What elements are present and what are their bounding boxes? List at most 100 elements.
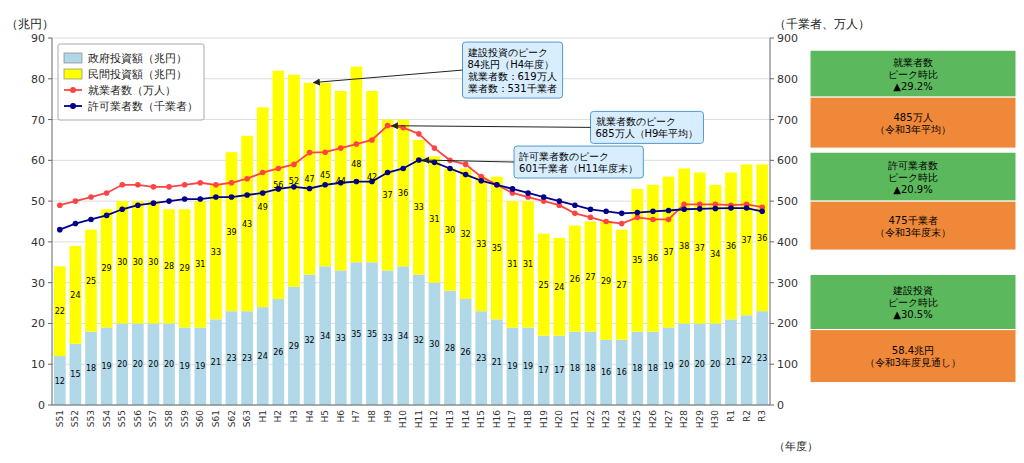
bar xyxy=(210,319,222,405)
text-line: 就業者数のピーク xyxy=(596,116,676,127)
line-marker xyxy=(135,182,141,188)
data-label: 22 xyxy=(55,307,65,316)
data-label: 20 xyxy=(710,360,720,369)
y-tick xyxy=(48,405,52,406)
bar xyxy=(70,246,82,344)
bar xyxy=(460,299,472,405)
line-marker xyxy=(307,186,313,192)
x-tick-label: S55 xyxy=(117,410,127,427)
x-tick-label: R2 xyxy=(742,410,752,422)
callout: 就業者数のピーク685万人（H9年平均） xyxy=(392,111,704,143)
data-label: 56 xyxy=(273,181,283,190)
x-tick-label: H15 xyxy=(476,410,486,428)
bar xyxy=(194,201,206,327)
data-label: 48 xyxy=(351,160,361,169)
data-label: 37 xyxy=(663,248,673,257)
annotation: 許可業者数ピーク時比▲20.9% xyxy=(888,160,938,195)
x-tick-label: H5 xyxy=(320,410,330,423)
data-label: 37 xyxy=(741,236,751,245)
summary-box-bg xyxy=(810,275,1016,330)
x-tick-label: H14 xyxy=(461,410,471,428)
bar xyxy=(678,168,690,323)
bar xyxy=(522,201,534,327)
data-label: 30 xyxy=(117,258,127,267)
data-label: 20 xyxy=(695,360,705,369)
data-label: 30 xyxy=(429,340,439,349)
bar xyxy=(382,270,394,405)
data-label: 36 xyxy=(757,234,767,243)
data-label: 20 xyxy=(133,360,143,369)
bar xyxy=(616,230,628,340)
bar xyxy=(397,266,409,405)
text-line: 業者数：531千業者 xyxy=(468,83,557,94)
y2-tick-label: 0 xyxy=(777,399,784,412)
annotation: 475千業者（令和3年度末） xyxy=(875,215,951,238)
line-marker xyxy=(541,194,547,200)
y-tick xyxy=(48,282,52,283)
bar xyxy=(569,226,581,332)
line-marker xyxy=(385,170,391,176)
line-marker xyxy=(166,198,172,204)
summary-box-bg xyxy=(810,97,1016,148)
data-label: 27 xyxy=(585,273,595,282)
bar xyxy=(257,107,269,307)
y-tick-label: 90 xyxy=(31,32,45,45)
line-marker xyxy=(572,202,578,208)
bar xyxy=(319,266,331,405)
text-line: 601千業者（H11年度末） xyxy=(519,163,638,174)
legend-entry: 政府投資額（兆円） xyxy=(88,52,187,65)
text-line: ピーク時比 xyxy=(888,69,938,80)
bar xyxy=(241,311,253,405)
x-tick-label: S58 xyxy=(164,410,174,427)
x-tick-label: S59 xyxy=(180,410,190,427)
text-line: 許可業者数 xyxy=(888,160,938,171)
bar xyxy=(429,156,441,282)
data-label: 29 xyxy=(180,264,190,273)
data-label: 31 xyxy=(507,260,517,269)
line-marker xyxy=(322,182,328,188)
line-marker xyxy=(135,202,141,208)
bar xyxy=(569,332,581,405)
x-tick-label: H29 xyxy=(695,410,705,428)
grid-line xyxy=(52,323,770,324)
line-marker xyxy=(463,172,469,178)
bar xyxy=(351,262,363,405)
line-marker xyxy=(354,179,360,185)
data-label: 35 xyxy=(351,330,361,339)
line-marker xyxy=(260,190,266,196)
y2-tick-label: 500 xyxy=(777,195,798,208)
line-marker xyxy=(244,176,250,182)
x-tick-label: H22 xyxy=(586,410,596,428)
x-tick-label: S53 xyxy=(86,410,96,427)
bar xyxy=(335,91,347,270)
bar xyxy=(616,340,628,405)
text-line: 就業者数 xyxy=(893,57,933,68)
bar xyxy=(553,238,565,336)
data-label: 28 xyxy=(445,344,455,353)
bar xyxy=(678,323,690,405)
bar xyxy=(366,262,378,405)
data-label: 37 xyxy=(695,244,705,253)
data-label: 23 xyxy=(476,354,486,363)
bar xyxy=(491,319,503,405)
y2-tick-label: 900 xyxy=(777,32,798,45)
data-label: 44 xyxy=(336,177,346,186)
line-marker xyxy=(619,221,625,227)
data-label: 18 xyxy=(648,364,658,373)
data-labels: 1215181920202020191921232324262932343335… xyxy=(55,160,768,385)
bar xyxy=(663,328,675,405)
y-tick-label: 70 xyxy=(31,114,45,127)
bar xyxy=(444,168,456,290)
bar xyxy=(85,332,97,405)
data-label: 31 xyxy=(195,260,205,269)
bar xyxy=(288,287,300,405)
data-label: 21 xyxy=(211,358,221,367)
line-marker xyxy=(57,227,63,233)
data-label: 30 xyxy=(148,258,158,267)
legend-swatch xyxy=(64,69,82,79)
line-marker xyxy=(88,217,94,223)
x-tick-label: H4 xyxy=(305,410,315,423)
line-marker xyxy=(73,221,79,227)
summary-box-bg xyxy=(810,50,1016,97)
line-marker xyxy=(338,145,344,151)
